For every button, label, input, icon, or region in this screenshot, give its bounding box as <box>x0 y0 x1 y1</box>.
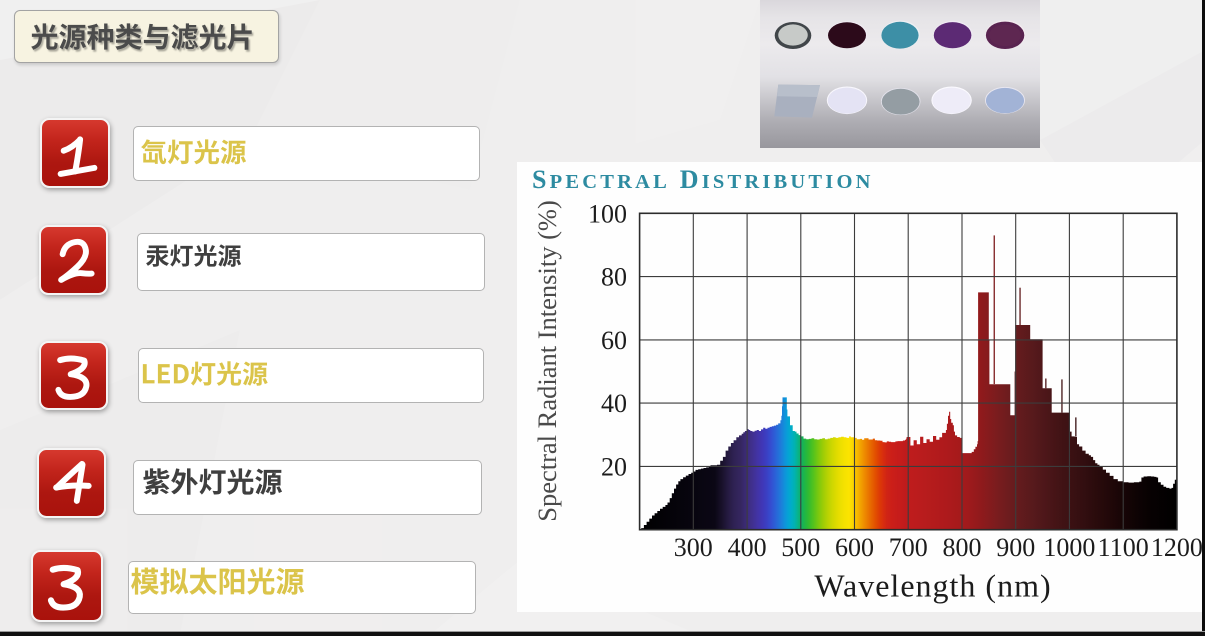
svg-text:80: 80 <box>601 263 627 292</box>
svg-text:600: 600 <box>835 533 874 562</box>
svg-text:800: 800 <box>943 533 982 562</box>
svg-text:400: 400 <box>728 533 767 562</box>
svg-text:900: 900 <box>996 533 1035 562</box>
svg-text:40: 40 <box>601 389 627 418</box>
svg-text:Wavelength (nm): Wavelength (nm) <box>814 568 1051 604</box>
svg-text:500: 500 <box>781 533 820 562</box>
svg-text:1100: 1100 <box>1098 533 1149 562</box>
svg-text:700: 700 <box>889 533 928 562</box>
svg-text:100: 100 <box>588 199 627 228</box>
svg-text:1200: 1200 <box>1151 533 1203 562</box>
svg-text:Spectral Radiant Intensity (%): Spectral Radiant Intensity (%) <box>532 200 562 522</box>
svg-text:1000: 1000 <box>1043 533 1095 562</box>
svg-text:60: 60 <box>601 326 627 355</box>
svg-text:300: 300 <box>674 533 713 562</box>
svg-text:20: 20 <box>601 452 627 481</box>
